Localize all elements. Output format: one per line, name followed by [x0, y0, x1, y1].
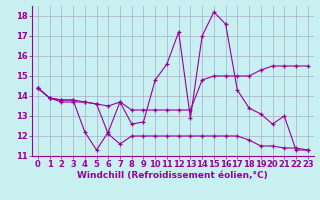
X-axis label: Windchill (Refroidissement éolien,°C): Windchill (Refroidissement éolien,°C)	[77, 171, 268, 180]
